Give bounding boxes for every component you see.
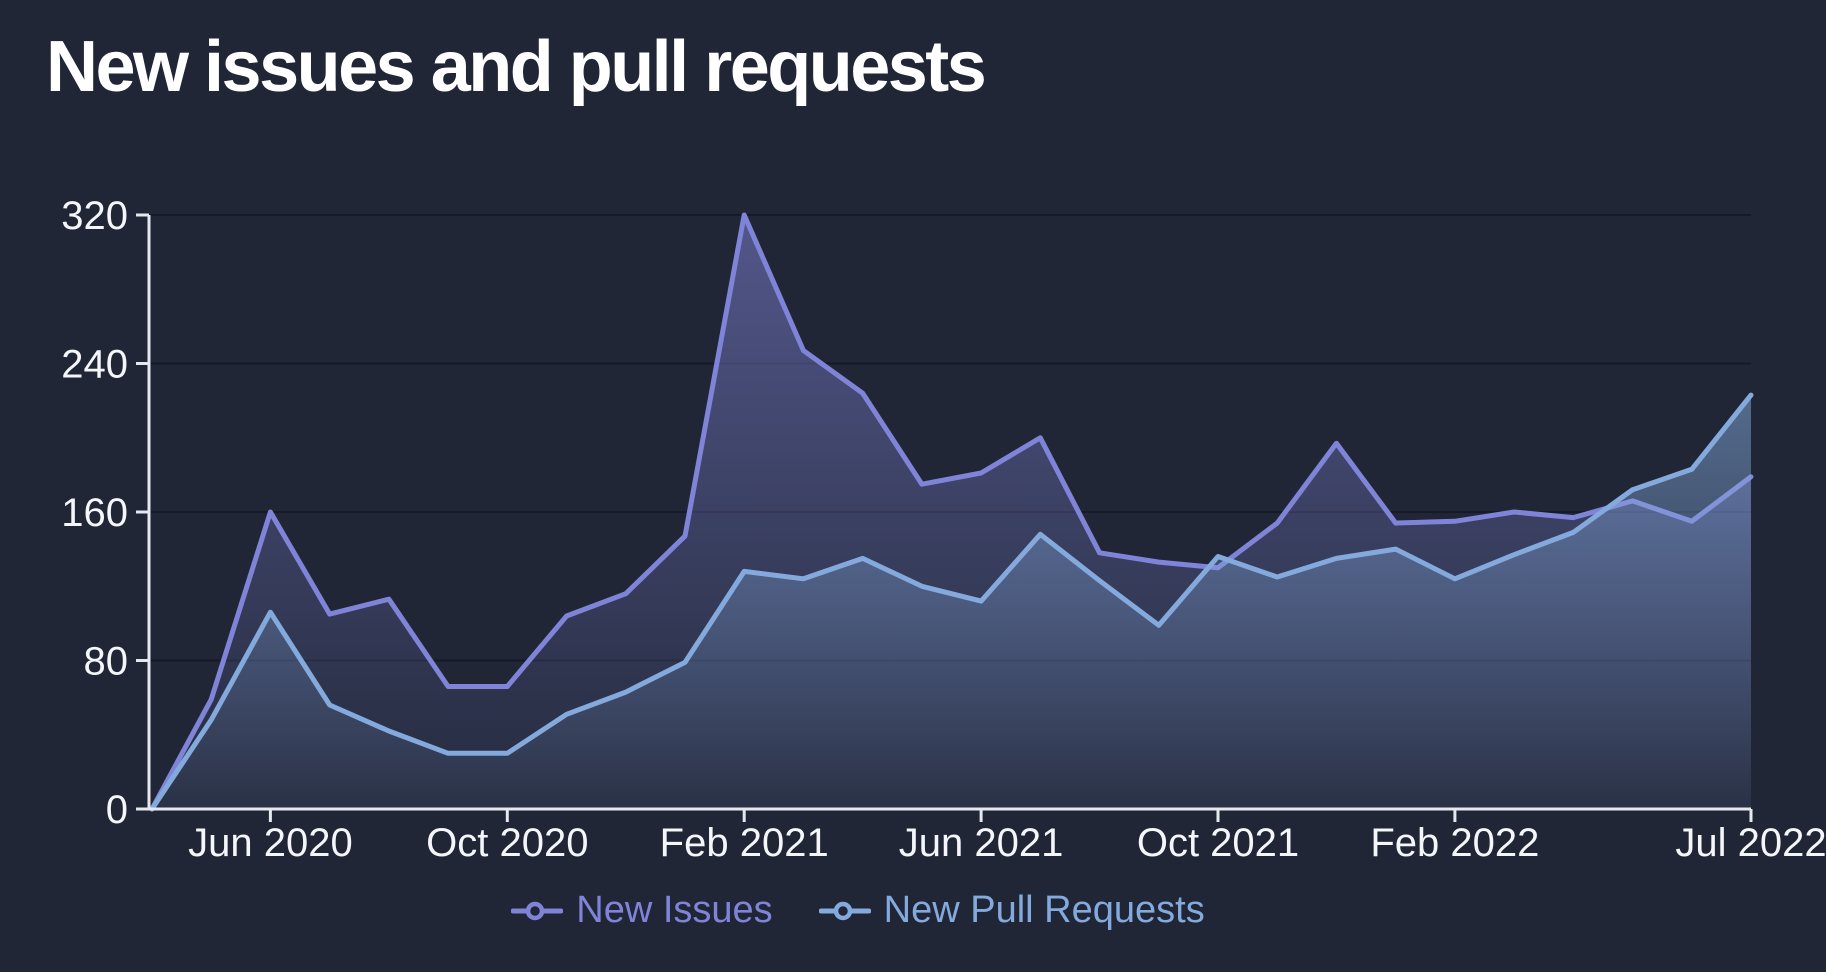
x-tick-label: Jul 2022 [1675,821,1826,865]
x-tick-label: Oct 2021 [1137,821,1299,865]
issues-line [149,212,1754,812]
legend-item-new-pull-requests[interactable]: New Pull Requests [818,889,1205,932]
x-tick-label: Jun 2021 [899,821,1064,865]
chart-title: New issues and pull requests [46,27,987,107]
y-tick-label: 320 [61,194,128,238]
legend: New Issues New Pull Requests [0,889,1826,932]
x-tick-label: Oct 2020 [426,821,588,865]
y-tick-label: 160 [61,491,128,535]
x-tick-label: Feb 2022 [1370,821,1539,865]
x-tick-label: Feb 2021 [660,821,829,865]
y-tick-label: 80 [84,640,129,684]
pull-requests-line [149,392,1754,812]
legend-label: New Pull Requests [883,889,1205,931]
line-marker-icon [511,901,564,920]
legend-item-new-issues[interactable]: New Issues [511,889,773,932]
pull-requests-area [152,395,1751,809]
y-tick-label: 240 [61,343,128,387]
legend-label: New Issues [576,889,773,931]
y-tick-label: 0 [106,788,128,832]
x-tick-label: Jun 2020 [188,821,353,865]
line-marker-icon [818,901,871,920]
